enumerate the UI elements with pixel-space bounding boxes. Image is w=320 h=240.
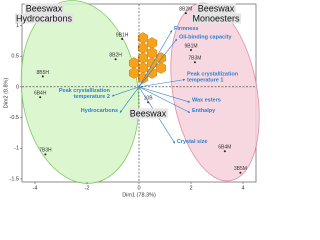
variable-label: Firmness <box>174 26 198 32</box>
x-axis-title: Dim1 (78.3%) <box>122 192 156 198</box>
point-label: 9B1H <box>116 32 129 38</box>
x-tick-label: 4 <box>241 185 244 191</box>
x-tick-label: 2 <box>189 185 192 191</box>
loading-arrow <box>138 38 178 88</box>
loading-arrow <box>138 86 191 113</box>
point <box>190 49 192 52</box>
y-axis-title: Dim2 (8.8%) <box>3 78 9 109</box>
point-label: 6B4H <box>34 91 47 97</box>
x-tick-label: 0 <box>137 185 140 191</box>
variable-label: Wax esters <box>192 98 221 104</box>
group-label: Hydrocarbons <box>16 13 73 23</box>
group-label: Monoesters <box>192 13 240 23</box>
variable-label: Oil-binding capacity <box>179 34 233 40</box>
variable-label: Peak crystallization temperature 2 <box>59 89 111 101</box>
variable-label: Crystal size <box>177 139 208 145</box>
y-tick-label: 0 <box>16 84 19 90</box>
point-label: 8B5H <box>37 70 50 76</box>
variable-label: Enthalpy <box>192 108 216 114</box>
point <box>239 171 242 174</box>
point-label: 3B5M <box>234 166 247 172</box>
loading-arrow <box>111 86 140 97</box>
group-label: Beeswax <box>198 3 235 13</box>
y-tick-label: 0.5 <box>11 54 19 60</box>
chart: -4 -2 0 2 4 1 0.5 0 -0.5 -1 -1.5 Dim1 (78.3%) Dim2 (… <box>3 0 260 198</box>
y-tick-label: -1 <box>14 146 19 152</box>
y-tick-label: -1.5 <box>10 176 19 182</box>
group-label: Beeswax <box>130 108 167 118</box>
group-label-box <box>191 13 242 24</box>
point <box>44 153 47 156</box>
x-tick-label: -2 <box>85 185 90 191</box>
x-tick-label: -4 <box>33 185 38 191</box>
point-label: 6B4M <box>218 145 231 151</box>
point-label: 9B1M <box>184 43 197 49</box>
loading-arrow <box>119 86 140 113</box>
variable-label: Hydrocarbons <box>81 108 118 114</box>
point <box>184 12 187 15</box>
loading-arrow <box>138 30 173 88</box>
point <box>114 58 117 61</box>
hexagon <box>128 67 140 79</box>
y-tick-label: -0.5 <box>10 115 19 121</box>
group-label-box <box>196 3 236 14</box>
point <box>121 37 124 40</box>
point <box>41 75 44 78</box>
point-label: 10B <box>144 96 154 102</box>
hydrocarbon-ellipse <box>20 0 140 184</box>
y-tick-label: 1 <box>16 23 19 29</box>
point <box>193 61 196 64</box>
group-label: Beeswax <box>26 3 63 13</box>
loading-arrow <box>138 86 191 103</box>
point-label: 8B2H <box>109 53 122 59</box>
monoester-ellipse <box>170 2 260 182</box>
variable-label: Peak crystallization temperature 1 <box>187 72 239 84</box>
point <box>223 150 226 153</box>
point <box>39 96 42 99</box>
point-label: 8B2M <box>179 7 192 13</box>
group-label-box <box>24 3 64 14</box>
point-label: 7B3M <box>188 56 201 62</box>
point-label: 7B3H <box>39 148 52 154</box>
loading-arrow <box>138 78 186 88</box>
group-label-box <box>14 13 74 24</box>
group-label-box <box>128 108 168 119</box>
